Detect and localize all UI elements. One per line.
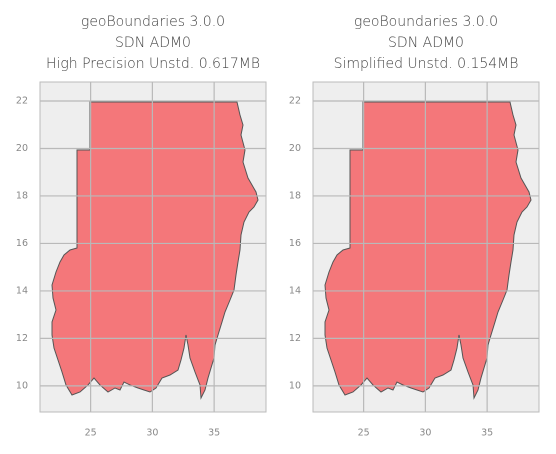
x-tick-label: 30 (419, 428, 431, 439)
y-tick-label: 16 (16, 238, 28, 249)
y-tick-label: 22 (16, 95, 28, 106)
y-tick-label: 20 (16, 143, 28, 154)
y-tick-label: 12 (16, 333, 28, 344)
y-tick-label: 12 (289, 333, 301, 344)
y-tick-label: 20 (289, 143, 301, 154)
y-tick-label: 18 (16, 190, 28, 201)
y-tick-label: 10 (16, 380, 28, 391)
x-tick-label: 25 (358, 428, 370, 439)
chart-title: geoBoundaries 3.0.0 (81, 14, 225, 30)
x-tick-label: 35 (208, 428, 220, 439)
chart-title: Simplified Unstd. 0.154MB (334, 56, 519, 72)
y-tick-label: 14 (289, 285, 301, 296)
chart-title: High Precision Unstd. 0.617MB (46, 56, 260, 72)
chart-title: SDN ADM0 (115, 35, 191, 51)
x-tick-label: 25 (85, 428, 97, 439)
panel: geoBoundaries 3.0.0 SDN ADM0 Simplified Un… (289, 14, 540, 439)
panel: geoBoundaries 3.0.0 SDN ADM0 High Precisio… (16, 14, 267, 439)
y-tick-label: 18 (289, 190, 301, 201)
y-tick-label: 10 (289, 380, 301, 391)
y-tick-label: 16 (289, 238, 301, 249)
y-tick-label: 22 (289, 95, 301, 106)
chart-title: SDN ADM0 (388, 35, 464, 51)
chart-title: geoBoundaries 3.0.0 (354, 14, 498, 30)
x-tick-label: 35 (481, 428, 493, 439)
x-tick-label: 30 (146, 428, 158, 439)
y-tick-label: 14 (16, 285, 28, 296)
